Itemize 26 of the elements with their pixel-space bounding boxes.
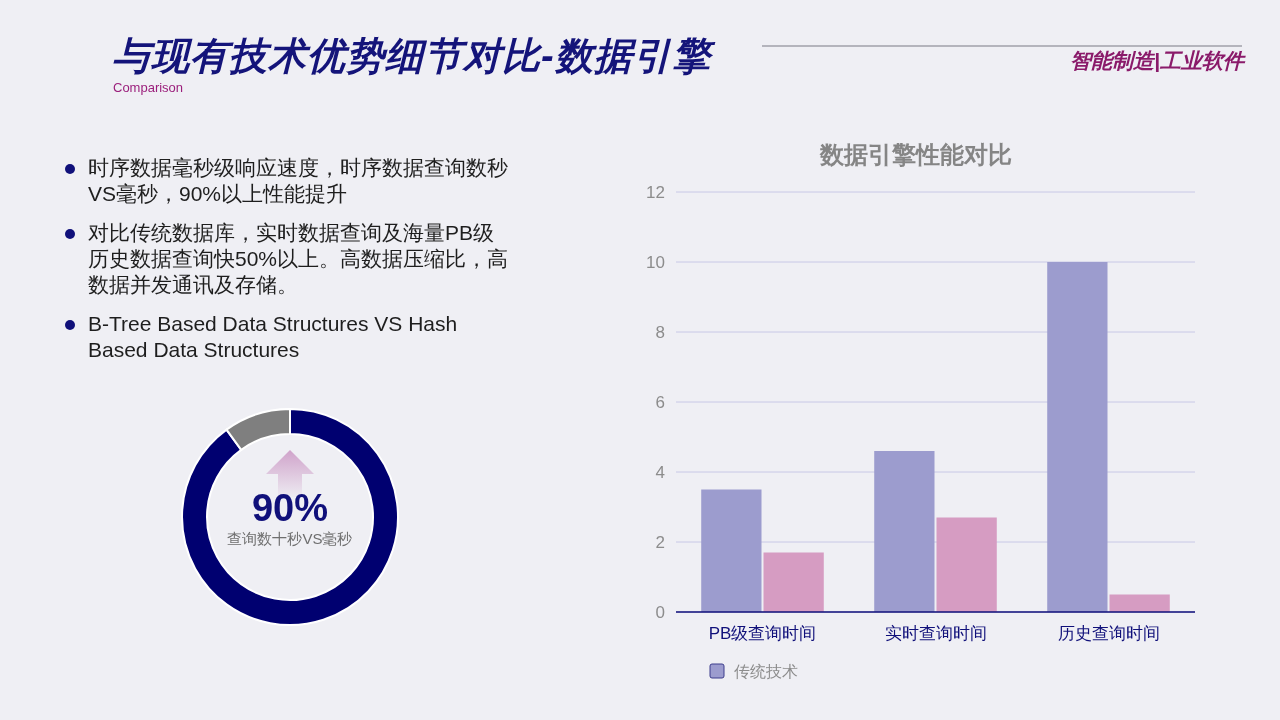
- text: 查询数十秒VS毫秒: [227, 530, 353, 547]
- text: 90%: [251, 487, 329, 529]
- text: 时序数据毫秒级响应速度，时序数据查询数秒VS毫秒，90%以上性能提升: [88, 156, 508, 205]
- y-tick-label: 2: [655, 532, 665, 552]
- legend-label: 传统技术: [734, 662, 798, 680]
- donut-slice: [181, 408, 399, 626]
- y-tick-label: 12: [646, 182, 665, 202]
- y-tick-label: 4: [655, 462, 665, 482]
- text: Comparison: [113, 80, 184, 95]
- text: 智能制造|工业软件: [1070, 48, 1244, 74]
- chart-title: 数据引擎性能对比: [819, 141, 1012, 168]
- x-tick-label: 实时查询时间: [884, 623, 987, 643]
- x-tick-label: PB级查询时间: [708, 623, 817, 643]
- y-tick-label: 6: [655, 392, 665, 412]
- text: 对比传统数据库，实时数据查询及海量PB级历史数据查询快50%以上。高数据压缩比，高数据并发通讯及存储。: [88, 221, 509, 296]
- y-tick-label: 0: [655, 602, 665, 622]
- bar: [701, 489, 762, 612]
- bar: [1047, 262, 1108, 612]
- bar: [1109, 594, 1170, 612]
- bar: [874, 451, 935, 612]
- y-tick-label: 10: [646, 252, 665, 272]
- bar: [936, 517, 997, 612]
- x-tick-label: 历史查询时间: [1057, 623, 1160, 643]
- y-tick-label: 8: [655, 322, 665, 342]
- text: B-Tree Based Data Structures VS Hash Based Data Structures: [88, 312, 458, 361]
- bar: [763, 552, 824, 612]
